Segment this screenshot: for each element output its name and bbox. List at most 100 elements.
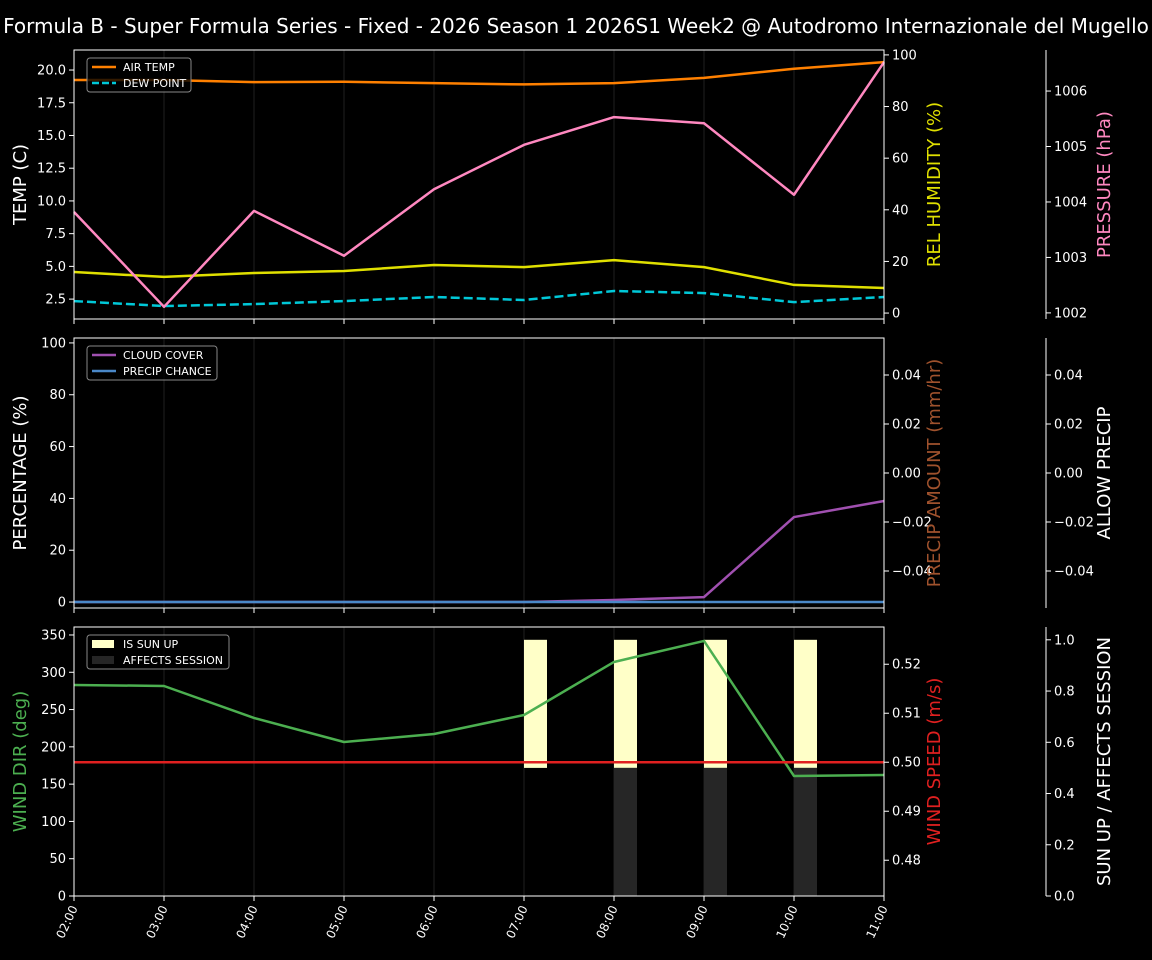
- right-tick-label: 0.49: [892, 805, 921, 820]
- panel-3: 0 50 100 150 200 250 300 350 WIND DIR (deg) 0.48 0…: [10, 626, 1115, 941]
- legend-label: AIR TEMP: [123, 61, 175, 74]
- legend-box: [86, 345, 218, 381]
- x-tick-label: 09:00: [683, 903, 710, 940]
- left-tick-label: 2.5: [45, 293, 66, 308]
- right2-tick-label: 1006: [1054, 85, 1087, 100]
- right2-tick-label: 1003: [1054, 251, 1087, 266]
- legend-box: [86, 634, 230, 670]
- left-tick-label: 200: [41, 740, 66, 755]
- bar-affects-session: [704, 767, 727, 896]
- right2-tick-label: 1.0: [1054, 633, 1075, 648]
- right-tick-label: 20: [892, 255, 909, 270]
- right2-tick-label: −0.04: [1054, 565, 1094, 580]
- legend-label: CLOUD COVER: [123, 349, 204, 362]
- left-tick-label: 150: [41, 778, 66, 793]
- left-tick-label: 100: [41, 815, 66, 830]
- legend-swatch: [92, 656, 114, 664]
- left-tick-label: 20.0: [37, 64, 66, 79]
- series-line-cloud-cover: [74, 499, 885, 604]
- left-tick-label: 80: [49, 388, 66, 403]
- x-tick-label: 08:00: [593, 903, 620, 940]
- right-tick-label: 0.04: [892, 368, 921, 383]
- legend-label: DEW POINT: [123, 77, 187, 90]
- right-tick-label: 0.52: [892, 658, 921, 673]
- right2-axis-label: PRESSURE (hPa): [1094, 111, 1115, 258]
- plot-frame: [73, 49, 885, 320]
- x-tick-label: 03:00: [143, 903, 170, 940]
- right-tick-label: 100: [892, 48, 917, 63]
- x-tick-label: 02:00: [53, 903, 80, 940]
- right2-tick-label: 0.04: [1054, 368, 1083, 383]
- right2-tick-label: 0.00: [1054, 467, 1083, 482]
- x-tick-label: 04:00: [233, 903, 260, 940]
- left-axis-label: TEMP (C): [10, 144, 31, 226]
- panel-2: 0 20 40 60 80 100 PERCENTAGE (%) −0.04 −0.02 0.00…: [10, 336, 1115, 613]
- right2-axis-label: ALLOW PRECIP: [1094, 406, 1115, 539]
- right2-tick-label: 1005: [1054, 140, 1087, 155]
- right2-tick-label: 0.8: [1054, 685, 1075, 700]
- right2-tick-label: 0.4: [1054, 787, 1075, 802]
- bar-affects-session: [614, 767, 637, 896]
- right-axis-label: WIND SPEED (m/s): [924, 678, 945, 846]
- left-tick-label: 100: [41, 336, 66, 351]
- left-tick-label: 60: [49, 440, 66, 455]
- left-tick-label: 15.0: [37, 129, 66, 144]
- panel-1: 2.5 5.0 7.5 10.0 12.5 15.0 17.5 20.0 TEMP (C) 0 20…: [10, 48, 1115, 324]
- series-line-left: [73, 639, 885, 778]
- legend-label: IS SUN UP: [123, 638, 179, 651]
- right2-tick-label: 0.0: [1054, 890, 1075, 905]
- bar-is-sun-up: [524, 639, 547, 768]
- left-tick-label: 300: [41, 666, 66, 681]
- left-tick-label: 0: [58, 890, 66, 905]
- right-tick-label: 0.48: [892, 854, 921, 869]
- right2-tick-label: 0.02: [1054, 417, 1083, 432]
- left-tick-label: 250: [41, 703, 66, 718]
- bar-is-sun-up: [794, 639, 817, 768]
- right-axis-label: REL HUMIDITY (%): [924, 102, 945, 267]
- right-tick-label: −0.04: [892, 565, 932, 580]
- left-tick-label: 7.5: [45, 227, 66, 242]
- right2-tick-label: 1004: [1054, 195, 1087, 210]
- right-tick-label: 0.00: [892, 467, 921, 482]
- bar-affects-session: [794, 767, 817, 896]
- series-line-air-temp: [74, 60, 885, 86]
- x-tick-label: 06:00: [413, 903, 440, 940]
- right-axis-label: PRECIP AMOUNT (mm/hr): [924, 359, 945, 588]
- right2-axis-label: SUN UP / AFFECTS SESSION: [1094, 637, 1115, 886]
- bar-is-sun-up: [614, 639, 637, 768]
- left-tick-label: 17.5: [37, 96, 66, 111]
- legend: CLOUD COVER PRECIP CHANCE: [86, 345, 218, 381]
- x-tick-label: 07:00: [503, 903, 530, 940]
- right-tick-label: 0: [892, 307, 900, 322]
- x-tick-label: 05:00: [323, 903, 350, 940]
- legend-label: AFFECTS SESSION: [123, 654, 223, 667]
- series-line-right: [73, 258, 885, 290]
- right2-tick-label: 1002: [1054, 306, 1087, 321]
- right2-tick-label: 0.6: [1054, 736, 1075, 751]
- legend: IS SUN UP AFFECTS SESSION: [86, 634, 230, 670]
- plot-frame: [73, 626, 885, 897]
- chart-title: Formula B - Super Formula Series - Fixed…: [3, 14, 1149, 38]
- left-tick-label: 5.0: [45, 260, 66, 275]
- legend-label: PRECIP CHANCE: [123, 365, 212, 378]
- left-tick-label: 10.0: [37, 194, 66, 209]
- right-tick-label: 0.02: [892, 417, 921, 432]
- right-tick-label: 80: [892, 100, 909, 115]
- left-tick-label: 40: [49, 492, 66, 507]
- right-tick-label: 0.51: [892, 707, 921, 722]
- left-axis-label: WIND DIR (deg): [10, 691, 31, 833]
- x-tick-label: 11:00: [863, 903, 890, 940]
- left-tick-label: 350: [41, 628, 66, 643]
- left-tick-label: 12.5: [37, 162, 66, 177]
- right-tick-label: 40: [892, 203, 909, 218]
- right-tick-label: 0.50: [892, 756, 921, 771]
- bar-is-sun-up: [704, 639, 727, 768]
- series-line-right2: [73, 61, 886, 309]
- right-tick-label: 60: [892, 152, 909, 167]
- series-line-dew-point: [73, 289, 885, 308]
- right-tick-label: −0.02: [892, 516, 932, 531]
- left-tick-label: 0: [58, 596, 66, 611]
- legend-swatch: [92, 640, 114, 648]
- left-axis-label: PERCENTAGE (%): [10, 395, 31, 550]
